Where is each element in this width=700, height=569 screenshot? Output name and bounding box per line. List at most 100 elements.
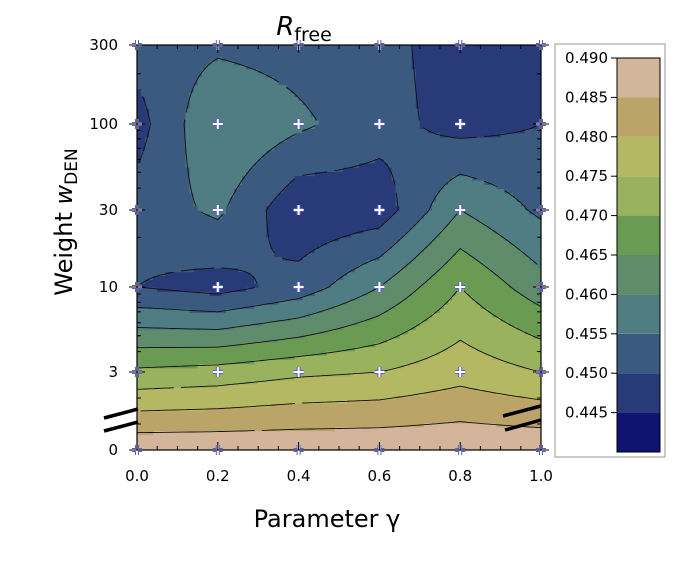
- contour-cell: [343, 403, 348, 408]
- contour-cell: [484, 248, 490, 253]
- contour-cell: [153, 391, 158, 396]
- contour-cell: [500, 363, 506, 369]
- contour-cell: [246, 414, 251, 420]
- contour-cell: [339, 260, 344, 265]
- contour-cell: [246, 403, 251, 408]
- contour-cell: [173, 338, 178, 343]
- contour-cell: [516, 271, 522, 277]
- contour-cell: [270, 329, 275, 335]
- contour-cell: [415, 342, 421, 348]
- contour-cell: [351, 295, 356, 301]
- contour-cell: [254, 422, 259, 428]
- contour-cell: [169, 295, 174, 301]
- contour-cell: [339, 252, 344, 257]
- contour-cell: [298, 263, 304, 269]
- contour-cell: [399, 422, 405, 428]
- contour-cell: [468, 325, 473, 331]
- contour-cell: [484, 350, 490, 356]
- contour-cell: [500, 304, 506, 309]
- contour-cell: [391, 308, 397, 314]
- contour-cell: [472, 434, 477, 439]
- contour-cell: [326, 442, 332, 447]
- contour-cell: [492, 367, 498, 373]
- contour-cell: [302, 291, 308, 297]
- contour-cell: [375, 275, 380, 280]
- contour-cell: [399, 252, 405, 257]
- contour-cell: [322, 438, 328, 443]
- contour-cell: [387, 387, 393, 393]
- contour-cell: [302, 379, 308, 385]
- contour-cell: [520, 308, 526, 314]
- contour-cell: [185, 387, 191, 393]
- contour-cell: [173, 295, 178, 301]
- contour-cell: [500, 434, 506, 439]
- contour-cell: [383, 333, 389, 339]
- contour-cell: [225, 283, 231, 288]
- contour-cell: [407, 316, 413, 322]
- contour-cell: [173, 367, 178, 373]
- contour-cell: [468, 329, 473, 335]
- contour-cell: [262, 342, 267, 348]
- contour-cell: [254, 329, 259, 335]
- contour-cell: [326, 395, 332, 400]
- contour-cell: [444, 342, 449, 348]
- contour-cell: [355, 442, 360, 447]
- contour-cell: [318, 391, 324, 396]
- contour-cell: [254, 442, 259, 447]
- contour-cell: [516, 434, 522, 439]
- contour-cell: [480, 359, 486, 365]
- contour-cell: [512, 342, 518, 348]
- contour-cell: [355, 312, 360, 318]
- contour-cell: [165, 279, 170, 284]
- contour-cell: [359, 333, 364, 339]
- contour-cell: [355, 338, 360, 343]
- contour-cell: [197, 438, 203, 443]
- contour-cell: [456, 338, 461, 343]
- contour-cell: [254, 383, 259, 389]
- contour-cell: [403, 418, 409, 424]
- contour-cell: [233, 387, 239, 393]
- contour-cell: [528, 299, 534, 305]
- contour-cell: [488, 359, 494, 365]
- contour-cell: [177, 308, 183, 314]
- contour-cell: [512, 446, 518, 450]
- contour-cell: [205, 263, 211, 269]
- contour-cell: [411, 418, 417, 424]
- contour-cell: [181, 342, 187, 348]
- contour-cell: [250, 342, 255, 348]
- contour-cell: [322, 275, 328, 280]
- contour-cell: [504, 338, 510, 343]
- contour-cell: [145, 391, 150, 396]
- contour-cell: [169, 407, 174, 412]
- contour-cell: [169, 363, 174, 369]
- contour-cell: [387, 295, 393, 301]
- contour-cell: [371, 399, 376, 404]
- contour-cell: [472, 333, 477, 339]
- contour-cell: [306, 414, 312, 420]
- contour-cell: [512, 399, 518, 404]
- contour-cell: [157, 399, 162, 404]
- contour-cell: [169, 338, 174, 343]
- contour-cell: [242, 430, 247, 435]
- contour-cell: [500, 283, 506, 288]
- contour-cell: [286, 446, 292, 450]
- contour-cell: [411, 426, 417, 432]
- contour-cell: [334, 308, 340, 314]
- contour-cell: [468, 372, 473, 377]
- contour-cell: [391, 291, 397, 297]
- contour-cell: [415, 375, 421, 381]
- contour-cell: [363, 260, 368, 265]
- contour-cell: [395, 248, 401, 253]
- contour-cell: [448, 426, 453, 432]
- contour-cell: [403, 252, 409, 257]
- contour-cell: [213, 411, 219, 416]
- contour-cell: [306, 338, 312, 343]
- contour-cell: [221, 271, 227, 277]
- contour-cell: [347, 442, 352, 447]
- contour-cell: [435, 430, 441, 435]
- contour-cell: [334, 372, 340, 377]
- contour-cell: [310, 391, 316, 396]
- contour-cell: [488, 338, 494, 343]
- contour-cell: [217, 263, 223, 269]
- contour-cell: [209, 333, 215, 339]
